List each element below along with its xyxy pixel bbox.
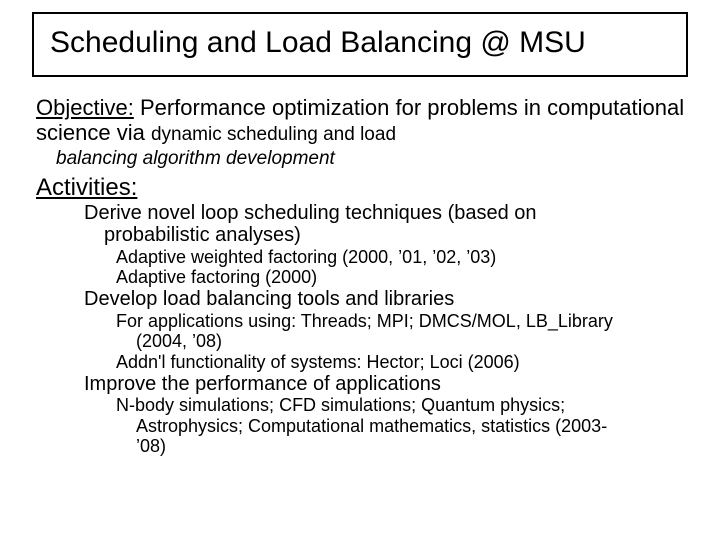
objective-continuation: balancing algorithm development	[56, 148, 692, 170]
section-heading: Derive novel loop scheduling techniques …	[84, 202, 692, 224]
list-item-cont: Astrophysics; Computational mathematics,…	[136, 416, 692, 437]
objective-line: Objective: Performance optimization for …	[36, 95, 692, 146]
list-item: Adaptive weighted factoring (2000, ’01, …	[116, 247, 692, 268]
objective-label: Objective:	[36, 95, 134, 120]
section-heading: Develop load balancing tools and librari…	[84, 288, 692, 310]
objective-text-tail: dynamic scheduling and load	[151, 124, 396, 145]
list-item: For applications using: Threads; MPI; DM…	[116, 311, 692, 332]
section-heading-cont: probabilistic analyses)	[104, 224, 692, 246]
list-item-cont: ’08)	[136, 436, 692, 457]
slide: Scheduling and Load Balancing @ MSU Obje…	[0, 0, 720, 540]
activities-label: Activities:	[36, 174, 692, 202]
slide-title: Scheduling and Load Balancing @ MSU	[50, 26, 670, 59]
list-item: Adaptive factoring (2000)	[116, 267, 692, 288]
title-box: Scheduling and Load Balancing @ MSU	[32, 12, 688, 77]
list-item-cont: (2004, ’08)	[136, 331, 692, 352]
list-item: Addn'l functionality of systems: Hector;…	[116, 352, 692, 373]
list-item: N-body simulations; CFD simulations; Qua…	[116, 395, 692, 416]
section-heading: Improve the performance of applications	[84, 373, 692, 395]
